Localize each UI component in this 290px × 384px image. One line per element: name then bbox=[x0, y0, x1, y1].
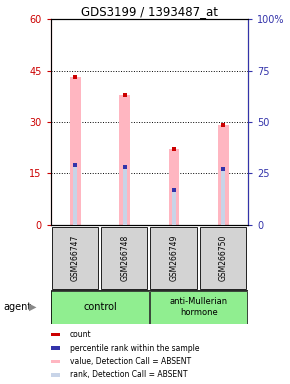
Bar bbox=[51, 333, 60, 336]
Text: count: count bbox=[70, 330, 91, 339]
Bar bbox=[168, 149, 180, 225]
Text: GSM266749: GSM266749 bbox=[169, 235, 179, 281]
Bar bbox=[51, 360, 60, 363]
Bar bbox=[70, 78, 81, 225]
Text: value, Detection Call = ABSENT: value, Detection Call = ABSENT bbox=[70, 357, 191, 366]
Text: agent: agent bbox=[3, 302, 31, 312]
Bar bbox=[221, 169, 225, 225]
Bar bbox=[172, 190, 176, 225]
Bar bbox=[218, 125, 229, 225]
Bar bbox=[119, 94, 130, 225]
Bar bbox=[52, 227, 98, 289]
Text: GSM266750: GSM266750 bbox=[219, 235, 228, 281]
Text: rank, Detection Call = ABSENT: rank, Detection Call = ABSENT bbox=[70, 371, 187, 379]
Bar bbox=[51, 373, 60, 377]
Text: anti-Mullerian
hormone: anti-Mullerian hormone bbox=[170, 298, 228, 317]
Bar bbox=[150, 291, 247, 324]
Bar bbox=[150, 227, 197, 289]
Text: ▶: ▶ bbox=[29, 302, 37, 312]
Title: GDS3199 / 1393487_at: GDS3199 / 1393487_at bbox=[81, 5, 218, 18]
Bar bbox=[123, 167, 127, 225]
Bar bbox=[73, 165, 77, 225]
Bar bbox=[51, 291, 149, 324]
Text: GSM266747: GSM266747 bbox=[71, 235, 80, 281]
Text: percentile rank within the sample: percentile rank within the sample bbox=[70, 344, 199, 353]
Bar bbox=[51, 346, 60, 350]
Text: GSM266748: GSM266748 bbox=[120, 235, 129, 281]
Text: control: control bbox=[83, 302, 117, 312]
Bar bbox=[200, 227, 246, 289]
Bar bbox=[101, 227, 147, 289]
